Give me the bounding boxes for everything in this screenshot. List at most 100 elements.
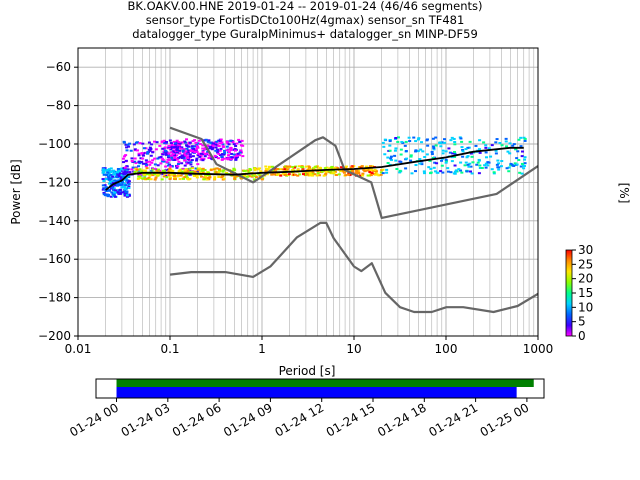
density-cell [201,159,205,162]
density-cell [222,177,226,180]
density-cell [452,137,456,140]
density-cell [394,136,398,139]
median-psd-line [105,146,524,191]
density-cell [232,153,236,156]
density-cell [221,153,225,156]
timeline-tick-label: 01-24 03 [119,400,173,439]
density-cell [190,159,194,162]
density-cell [116,191,120,194]
density-cell [347,172,351,175]
density-cell [229,147,233,150]
density-cell [185,147,189,150]
density-cell [137,170,141,173]
density-cell [227,143,231,146]
density-cell [141,154,145,157]
density-cell [127,185,131,188]
colorbar-tick-label: 30 [578,243,593,257]
density-cell [412,136,416,139]
density-cell [238,154,242,157]
density-cell [169,158,173,161]
density-cell [187,159,191,162]
density-cell [478,148,482,151]
density-cell [141,177,145,180]
x-tick-label: 100 [435,342,458,356]
density-cell [104,178,108,181]
density-cell [505,167,509,170]
density-cell [197,139,201,142]
density-cell [186,177,190,180]
density-cell [366,169,370,172]
density-cell [215,140,219,143]
density-cell [193,170,197,173]
density-cell [468,140,472,143]
density-cell [311,172,315,175]
density-cell [122,140,126,143]
density-cell [431,137,435,140]
density-cell [381,172,385,175]
density-cell [178,142,182,145]
density-cell [519,165,523,168]
density-cell [176,175,180,178]
density-cell [167,154,171,157]
density-cell [122,161,126,164]
density-cell [208,145,212,148]
density-cell [497,166,501,169]
density-cell [186,158,190,161]
density-cell [138,142,142,145]
timeline-tick-label: 01-24 15 [324,400,378,439]
density-cell [157,156,161,159]
density-cell [478,151,482,154]
density-cell [399,160,403,163]
density-cell [409,159,413,162]
density-cell [494,149,498,152]
density-cell [416,150,420,153]
density-cell [523,139,527,142]
density-cell [306,172,310,175]
density-cell [361,174,365,177]
density-cell [283,168,287,171]
density-cell [238,140,242,143]
density-cell [221,143,225,146]
density-cell [188,171,192,174]
y-tick-label: −60 [46,60,71,74]
density-cell [112,187,116,190]
density-cell [109,167,113,170]
density-cell [145,163,149,166]
x-tick-label: 1 [258,342,266,356]
density-cell [169,147,173,150]
density-cell [196,169,200,172]
density-cell [291,169,295,172]
density-cell [145,173,149,176]
density-cell [232,167,236,170]
x-tick-label: 0.1 [160,342,179,356]
density-cell [275,173,279,176]
density-cell [113,191,117,194]
density-cell [435,162,439,165]
density-cell [134,141,138,144]
density-cell [466,155,470,158]
density-cell [469,165,473,168]
density-cell [453,151,457,154]
density-cell [509,164,513,167]
density-cell [130,160,134,163]
density-cell [189,161,193,164]
density-cell [444,158,448,161]
density-cell [155,169,159,172]
density-cell [168,139,172,142]
density-cell [273,167,277,170]
density-cell [434,136,438,139]
density-cell [293,173,297,176]
density-cell [484,166,488,169]
density-cell [287,173,291,176]
density-cell [133,148,137,151]
density-cell [166,158,170,161]
density-cell [450,136,454,139]
density-cell [258,174,262,177]
density-cell [266,168,270,171]
density-cell [274,170,278,173]
density-cell [264,170,268,173]
y-tick-label: −180 [38,291,71,305]
density-cell [476,161,480,164]
density-cell [184,173,188,176]
density-cell [118,188,122,191]
